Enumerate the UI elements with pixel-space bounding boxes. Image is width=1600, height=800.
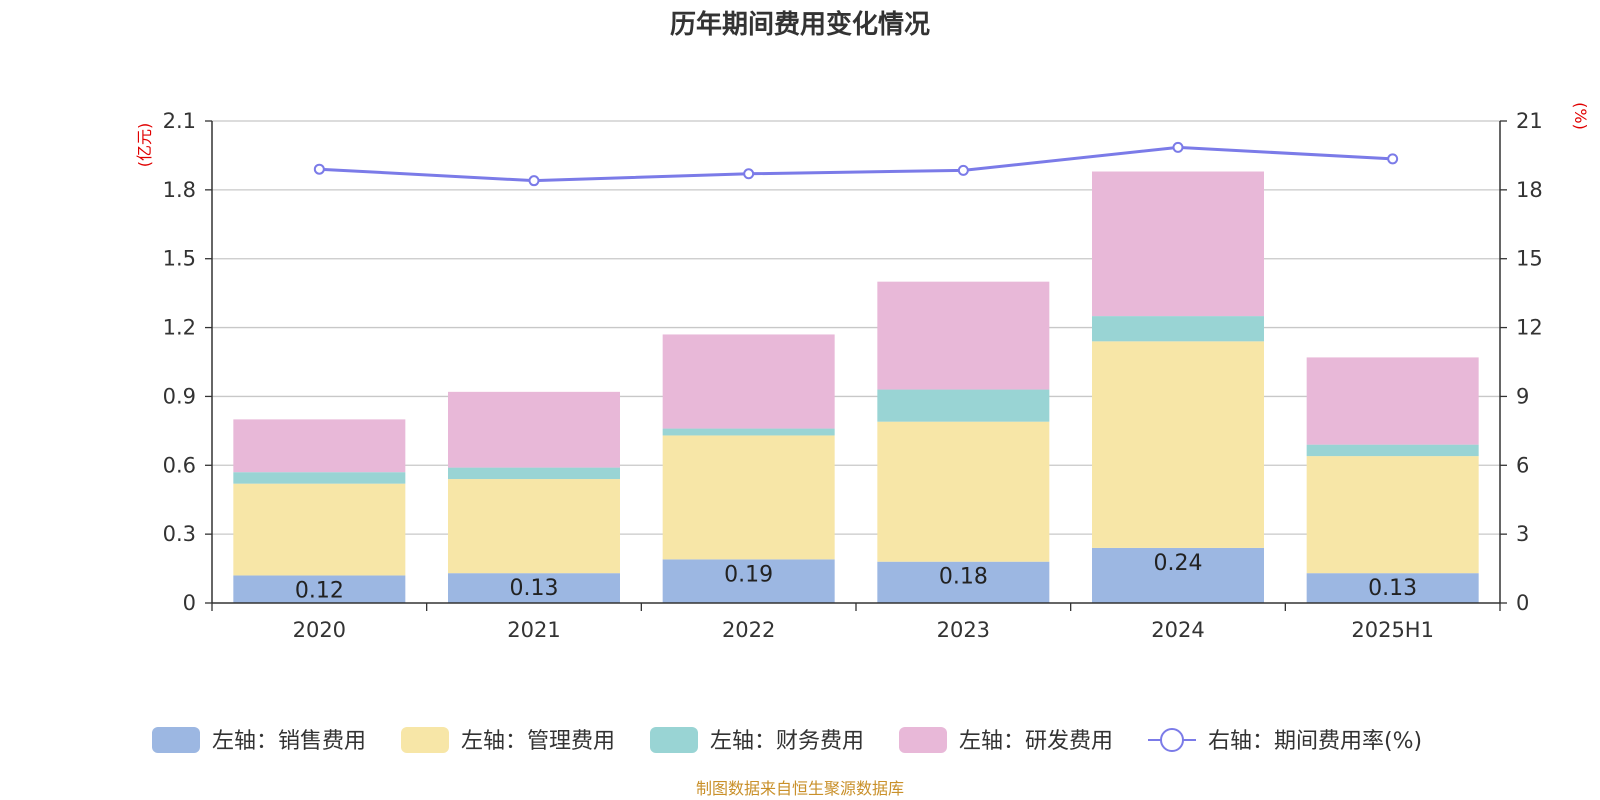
right-axis-tick-label: 6 [1516,453,1529,477]
legend-label-series-4: 左轴：研发费用 [959,729,1113,754]
legend-label-series-1: 左轴：销售费用 [212,729,366,754]
legend-label-series-3: 左轴：财务费用 [710,729,864,754]
source-note: 制图数据来自恒生聚源数据库 [696,779,904,798]
bar-segment-series-3 [877,389,1050,422]
bar-segment-series-4 [662,334,835,429]
left-axis-tick-label: 0.6 [163,453,196,477]
left-axis-tick-label: 2.1 [163,109,196,133]
bar-segment-series-3 [662,428,835,436]
rate-line-point [1172,141,1184,153]
legend-label-series-2: 左轴：管理费用 [461,729,615,754]
bar-segment-series-2 [662,435,835,560]
rate-line-point [528,175,540,187]
chart-title: 历年期间费用变化情况 [670,9,930,40]
bar-data-label: 0.12 [295,578,344,603]
rate-line-point [313,163,325,175]
right-axis-unit: (%) [1571,102,1590,130]
left-axis-tick-label: 0 [183,591,196,615]
left-axis-tick-label: 0.9 [163,384,196,408]
bar-data-label: 0.24 [1154,551,1203,576]
right-axis-tick-label: 0 [1516,591,1529,615]
bar-stacks [233,171,1479,603]
x-axis-tick-label: 2020 [293,618,346,642]
bar-segment-series-3 [1306,444,1479,457]
bar-segment-series-1 [233,575,406,603]
rate-line-point [957,164,969,176]
bar-segment-series-2 [877,421,1050,562]
bar-segment-series-3 [1092,316,1264,342]
bar-segment-series-4 [1306,357,1479,445]
right-axis-tick-label: 12 [1516,316,1543,340]
legend-swatch-series-1 [152,727,200,753]
bar-segment-series-4 [1092,171,1264,317]
x-axis-tick-label: 2022 [722,618,775,642]
left-axis-tick-label: 1.2 [163,316,196,340]
bar-segment-series-2 [448,479,620,574]
x-axis-tick-label: 2024 [1151,618,1204,642]
rate-line-point [1387,153,1399,165]
bar-segment-series-1 [662,559,835,603]
bar-segment-series-2 [1092,341,1264,548]
bar-data-label: 0.13 [1368,576,1417,601]
bar-data-label: 0.18 [939,565,988,590]
rate-line-series [313,141,1399,187]
right-axis-tick-label: 9 [1516,384,1529,408]
bar-data-label: 0.13 [510,576,559,601]
left-axis-tick-label: 1.5 [163,247,196,271]
legend-label-rate: 右轴：期间费用率(%) [1208,729,1422,754]
bar-segment-series-4 [233,419,406,473]
data-labels: 0.12 0.13 0.19 0.18 0.24 0.13 [295,551,1417,604]
left-axis-unit: (亿元) [135,123,154,168]
legend-swatch-series-2 [401,727,449,753]
right-axis-tick-label: 18 [1516,178,1543,202]
grid-lines [212,120,1500,535]
axes: 0 0.3 0.6 0.9 1.2 1.5 1.8 2.1 0 3 6 9 12 15 18 21 2020 20… [163,109,1543,642]
bar-segment-series-1 [1092,547,1264,603]
rate-line-point [743,168,755,180]
bar-segment-series-1 [877,561,1050,603]
bar-segment-series-4 [448,391,620,468]
bar-data-label: 0.19 [724,562,773,587]
x-axis-tick-label: 2025H1 [1351,618,1434,642]
bar-segment-series-2 [1306,456,1479,574]
bar-segment-series-3 [448,467,620,480]
legend: 左轴：销售费用 左轴：管理费用 左轴：财务费用 左轴：研发费用 右轴：期间费用率(%) [152,727,1422,754]
right-axis-tick-label: 15 [1516,247,1543,271]
legend-swatch-series-4 [899,727,947,753]
legend-line-marker [1160,728,1184,752]
x-axis-tick-label: 2021 [507,618,560,642]
legend-swatch-series-3 [650,727,698,753]
bar-segment-series-1 [1306,573,1479,603]
right-axis-tick-label: 21 [1516,109,1543,133]
bar-segment-series-3 [233,472,406,484]
bar-segment-series-4 [877,281,1050,390]
left-axis-tick-label: 0.3 [163,522,196,546]
left-axis-tick-label: 1.8 [163,178,196,202]
bar-segment-series-2 [233,483,406,576]
right-axis-tick-label: 3 [1516,522,1529,546]
rate-line [319,145,1393,183]
bar-segment-series-1 [448,573,620,603]
x-axis-tick-label: 2023 [937,618,990,642]
